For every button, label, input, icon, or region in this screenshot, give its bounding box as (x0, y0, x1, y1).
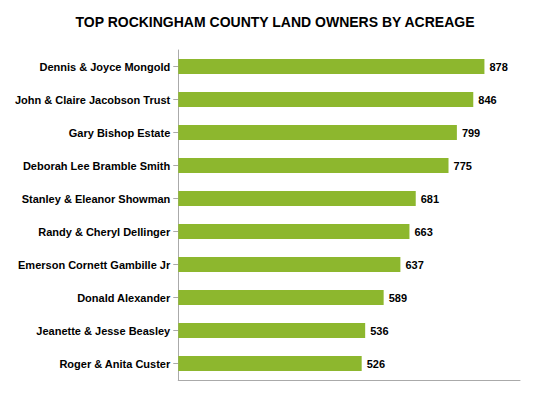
svg-text:Deborah Lee Bramble Smith: Deborah Lee Bramble Smith (23, 160, 171, 172)
svg-text:878: 878 (489, 61, 507, 73)
svg-text:799: 799 (462, 127, 480, 139)
svg-text:536: 536 (370, 325, 388, 337)
svg-text:681: 681 (421, 193, 439, 205)
svg-text:663: 663 (414, 226, 432, 238)
svg-text:Stanley & Eleanor Showman: Stanley & Eleanor Showman (22, 193, 171, 205)
svg-text:Dennis & Joyce Mongold: Dennis & Joyce Mongold (39, 61, 170, 73)
svg-text:775: 775 (454, 160, 472, 172)
svg-text:Roger & Anita Custer: Roger & Anita Custer (59, 358, 171, 370)
svg-text:637: 637 (405, 259, 423, 271)
svg-text:Jeanette & Jesse Beasley: Jeanette & Jesse Beasley (36, 325, 171, 337)
svg-text:TOP ROCKINGHAM COUNTY LAND OWN: TOP ROCKINGHAM COUNTY LAND OWNERS BY ACR… (75, 14, 474, 30)
svg-text:589: 589 (389, 292, 407, 304)
svg-text:526: 526 (367, 358, 385, 370)
svg-text:Gary Bishop Estate: Gary Bishop Estate (69, 127, 170, 139)
svg-text:John & Claire Jacobson Trust: John & Claire Jacobson Trust (15, 94, 171, 106)
svg-text:Emerson Cornett Gambille Jr: Emerson Cornett Gambille Jr (18, 259, 171, 271)
svg-text:Donald Alexander: Donald Alexander (77, 292, 171, 304)
svg-text:Randy & Cheryl Dellinger: Randy & Cheryl Dellinger (38, 226, 171, 238)
svg-text:846: 846 (478, 94, 496, 106)
